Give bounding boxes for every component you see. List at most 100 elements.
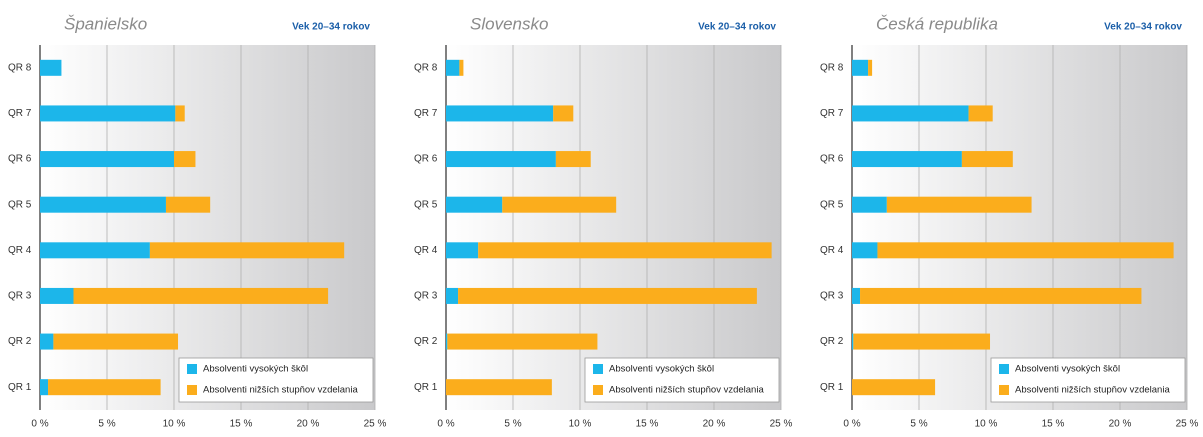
y-tick-label: QR 5: [8, 199, 32, 210]
bar-segment: [868, 59, 873, 76]
bar-segment: [446, 333, 448, 350]
bar-segment: [852, 196, 887, 213]
chart-subtitle: Vek 20–34 rokov: [292, 22, 370, 33]
legend-swatch: [593, 364, 603, 374]
bar-segment: [446, 151, 556, 168]
legend-swatch: [187, 385, 197, 395]
y-tick-label: QR 8: [8, 62, 32, 73]
y-tick-label: QR 1: [8, 382, 32, 393]
x-tick-label: 20 %: [703, 419, 726, 430]
bar-segment: [446, 379, 552, 396]
legend-label: Absolventi vysokých škôl: [203, 364, 308, 375]
bar-segment: [961, 151, 1013, 168]
plot-background: [40, 45, 375, 410]
x-tick-label: 0 %: [437, 419, 454, 430]
y-tick-label: QR 7: [8, 108, 32, 119]
y-tick-label: QR 5: [820, 199, 844, 210]
bar-segment: [73, 287, 329, 304]
bar-segment: [48, 379, 161, 396]
y-tick-label: QR 6: [820, 154, 844, 165]
bar-segment: [446, 196, 503, 213]
y-tick-label: QR 3: [414, 291, 438, 302]
bar-segment: [968, 105, 993, 122]
y-tick-label: QR 4: [820, 245, 844, 256]
bar-segment: [40, 151, 174, 168]
bar-segment: [40, 196, 166, 213]
y-tick-label: QR 8: [820, 62, 844, 73]
y-tick-label: QR 3: [820, 291, 844, 302]
y-tick-label: QR 4: [8, 245, 32, 256]
y-tick-label: QR 1: [414, 382, 438, 393]
x-tick-label: 25 %: [770, 419, 793, 430]
legend-swatch: [999, 364, 1009, 374]
bar-segment: [447, 333, 598, 350]
legend-box: [178, 357, 374, 403]
x-tick-label: 0 %: [843, 419, 860, 430]
y-tick-label: QR 3: [8, 291, 32, 302]
y-tick-label: QR 6: [8, 154, 32, 165]
bar-segment: [175, 105, 185, 122]
y-tick-label: QR 2: [414, 336, 438, 347]
y-tick-label: QR 2: [8, 336, 32, 347]
legend-label: Absolventi vysokých škôl: [609, 364, 714, 375]
x-tick-label: 10 %: [569, 419, 592, 430]
y-tick-label: QR 4: [414, 245, 438, 256]
y-tick-label: QR 2: [820, 336, 844, 347]
y-tick-label: QR 6: [414, 154, 438, 165]
x-tick-label: 15 %: [230, 419, 253, 430]
bar-segment: [852, 105, 969, 122]
bar-segment: [149, 242, 345, 259]
x-tick-label: 25 %: [1176, 419, 1199, 430]
bar-segment: [502, 196, 617, 213]
x-tick-label: 5 %: [98, 419, 115, 430]
bar-segment: [40, 105, 176, 122]
legend-box: [990, 357, 1186, 403]
chart-title: Slovensko: [470, 14, 548, 33]
bar-segment: [553, 105, 574, 122]
bar-segment: [852, 242, 878, 259]
x-tick-label: 10 %: [975, 419, 998, 430]
bar-segment: [852, 151, 962, 168]
bar-segment: [478, 242, 772, 259]
bar-segment: [446, 287, 459, 304]
y-tick-label: QR 7: [414, 108, 438, 119]
legend-swatch: [187, 364, 197, 374]
bar-segment: [555, 151, 591, 168]
y-tick-label: QR 5: [414, 199, 438, 210]
legend-label: Absolventi nižších stupňov vzdelania: [203, 385, 358, 396]
x-tick-label: 5 %: [504, 419, 521, 430]
x-tick-label: 20 %: [297, 419, 320, 430]
chart-subtitle: Vek 20–34 rokov: [698, 22, 776, 33]
chart: Slovensko Vek 20–34 rokov 0 % 5 % 10 % 15 % 20…: [414, 14, 793, 429]
bar-segment: [852, 59, 869, 76]
bar-segment: [853, 333, 991, 350]
plot-background: [446, 45, 781, 410]
bar-segment: [40, 287, 74, 304]
chart-title: Španielsko: [64, 14, 147, 33]
x-tick-label: 15 %: [1042, 419, 1065, 430]
plot-background: [852, 45, 1187, 410]
bar-segment: [53, 333, 179, 350]
chart: Česká republika Vek 20–34 rokov 0 % 5 % 10 %…: [820, 14, 1199, 429]
bar-segment: [852, 333, 854, 350]
bar-segment: [446, 105, 554, 122]
bar-segment: [852, 379, 936, 396]
legend-label: Absolventi nižších stupňov vzdelania: [609, 385, 764, 396]
bar-segment: [40, 59, 62, 76]
bar-segment: [877, 242, 1174, 259]
legend-swatch: [593, 385, 603, 395]
chart-subtitle: Vek 20–34 rokov: [1104, 22, 1182, 33]
bar-segment: [446, 59, 460, 76]
x-tick-label: 10 %: [163, 419, 186, 430]
bar-segment: [174, 151, 196, 168]
bar-segment: [40, 242, 150, 259]
y-tick-label: QR 7: [820, 108, 844, 119]
x-tick-label: 5 %: [910, 419, 927, 430]
bar-segment: [40, 379, 49, 396]
bar-segment: [886, 196, 1032, 213]
legend-label: Absolventi vysokých škôl: [1015, 364, 1120, 375]
x-tick-label: 0 %: [31, 419, 48, 430]
legend-box: [584, 357, 780, 403]
bar-segment: [860, 287, 1142, 304]
